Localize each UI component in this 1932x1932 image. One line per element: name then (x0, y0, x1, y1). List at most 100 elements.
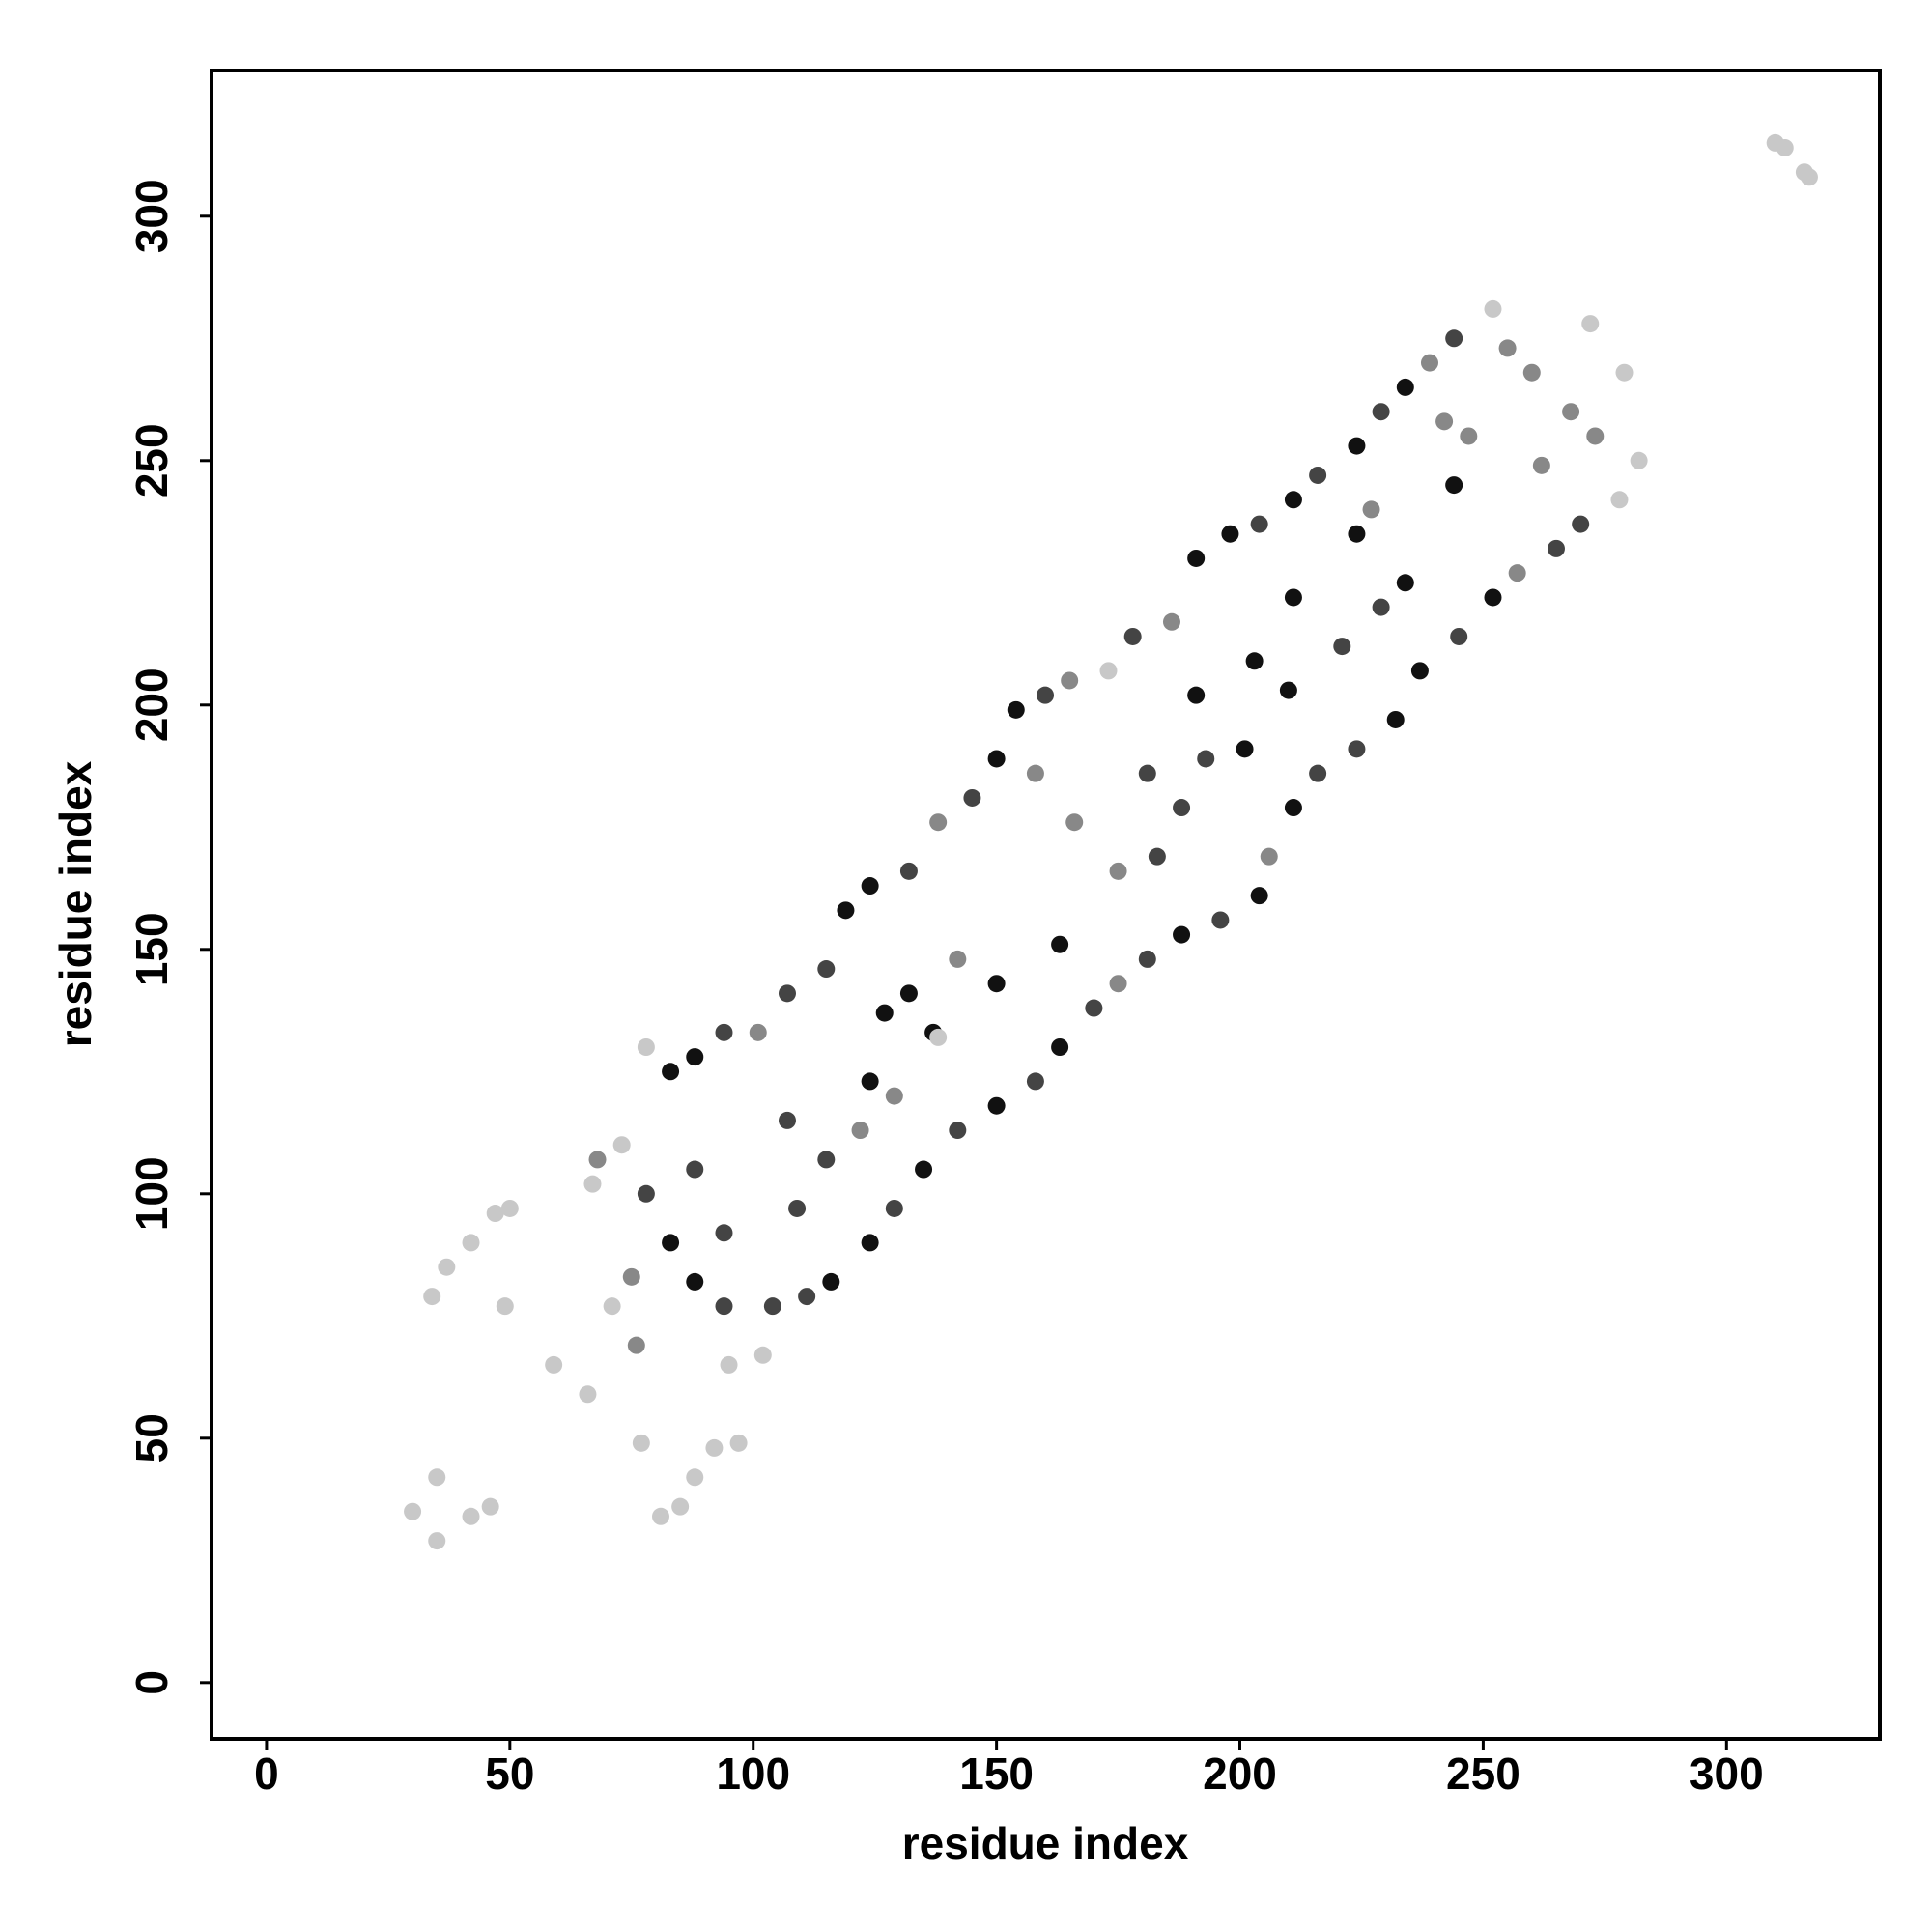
point (861, 1072, 879, 1091)
point (885, 1087, 903, 1105)
point (1245, 652, 1264, 670)
point (1085, 999, 1103, 1017)
point (798, 1288, 816, 1306)
point (671, 1497, 690, 1516)
point (622, 1267, 640, 1286)
point (885, 1199, 903, 1217)
point (1484, 588, 1502, 607)
point (1333, 638, 1351, 656)
point (588, 1151, 607, 1169)
point (1522, 363, 1541, 382)
point (1572, 515, 1590, 533)
point (1586, 427, 1605, 445)
point (428, 1468, 446, 1487)
point (1148, 847, 1166, 866)
point (720, 1355, 738, 1374)
point (1250, 515, 1268, 533)
point (875, 1004, 894, 1022)
point (1197, 750, 1215, 768)
plot-frame (210, 69, 1882, 1741)
point (1162, 612, 1180, 631)
point (949, 1122, 967, 1140)
point (1138, 950, 1156, 968)
point (915, 1160, 933, 1179)
point (837, 901, 855, 920)
point (579, 1385, 597, 1404)
x-axis-title: residue index (902, 1818, 1189, 1868)
point (1460, 427, 1478, 445)
point (822, 1272, 840, 1291)
point (1036, 686, 1054, 704)
point (1484, 299, 1502, 318)
point (899, 984, 918, 1003)
point (1211, 911, 1230, 929)
point (1123, 627, 1142, 645)
point (1410, 662, 1429, 680)
point (603, 1297, 621, 1316)
point (705, 1438, 724, 1457)
point (817, 960, 836, 979)
point (1776, 138, 1794, 156)
point (1309, 466, 1327, 484)
point (963, 788, 981, 807)
point (929, 813, 948, 832)
point (1051, 1038, 1069, 1057)
point (1445, 476, 1463, 495)
y-axis-title: residue index (50, 760, 100, 1047)
point (715, 1297, 733, 1316)
point (1420, 354, 1438, 372)
point (1445, 329, 1463, 348)
y-tick-label: 150 (127, 912, 177, 986)
point (1138, 764, 1156, 782)
point (612, 1136, 631, 1154)
y-tick-label: 0 (127, 1670, 177, 1695)
point (1372, 403, 1390, 421)
point (1450, 627, 1468, 645)
y-tick-label: 200 (127, 668, 177, 742)
point (686, 1468, 704, 1487)
point (1250, 887, 1268, 905)
point (1396, 378, 1414, 396)
point (1109, 975, 1127, 993)
point (1236, 740, 1254, 758)
point (1630, 451, 1648, 469)
point (778, 1111, 796, 1129)
point (1187, 549, 1206, 567)
point (715, 1023, 733, 1041)
point (1348, 525, 1366, 543)
x-tick-label: 100 (716, 1748, 790, 1799)
point (1348, 740, 1366, 758)
point (899, 862, 918, 880)
point (1284, 588, 1302, 607)
y-tick-label: 50 (127, 1413, 177, 1463)
point (1435, 412, 1454, 431)
point (1260, 847, 1278, 866)
point (1498, 339, 1517, 357)
point (729, 1434, 748, 1452)
point (1362, 500, 1380, 519)
point (1610, 491, 1629, 509)
point (1547, 539, 1565, 557)
point (686, 1048, 704, 1066)
point (632, 1434, 650, 1452)
point (686, 1272, 704, 1291)
y-tick-label: 250 (127, 423, 177, 497)
point (1508, 564, 1526, 582)
point (462, 1507, 480, 1525)
point (861, 1234, 879, 1252)
point (1309, 764, 1327, 782)
point (428, 1532, 446, 1550)
point (1051, 935, 1069, 953)
point (987, 1096, 1006, 1115)
point (1800, 168, 1818, 186)
point (637, 1038, 655, 1057)
point (1173, 799, 1191, 817)
point (749, 1023, 767, 1041)
point (1099, 662, 1118, 680)
x-tick-label: 300 (1690, 1748, 1764, 1799)
point (1284, 799, 1302, 817)
point (1065, 813, 1084, 832)
x-tick-label: 250 (1446, 1748, 1520, 1799)
point (949, 950, 967, 968)
